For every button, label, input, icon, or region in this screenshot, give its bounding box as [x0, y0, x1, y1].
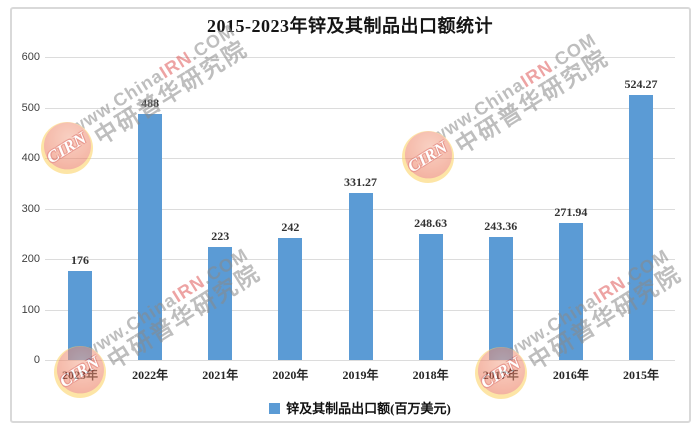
bar — [348, 192, 373, 360]
chart-title: 2015-2023年锌及其制品出口额统计 — [207, 16, 493, 36]
legend: 锌及其制品出口额(百万美元) — [45, 398, 675, 416]
bar-value-label: 248.63 — [414, 216, 448, 231]
x-axis-label: 2017年 — [482, 368, 519, 382]
y-axis-label: 300 — [21, 202, 40, 215]
bar — [418, 234, 443, 360]
y-axis-label: 100 — [21, 303, 40, 316]
bar — [278, 237, 303, 360]
x-axis-label: 2015年 — [622, 368, 659, 382]
bar-value-label: 242 — [281, 219, 300, 234]
bar — [629, 95, 653, 360]
x-axis-label: 2020年 — [272, 368, 309, 382]
bar — [488, 237, 513, 360]
y-axis-label: 600 — [21, 51, 40, 63]
x-axis-label: 2019年 — [342, 368, 379, 382]
y-axis-label: 500 — [21, 101, 40, 114]
gridline — [45, 107, 675, 109]
bar — [558, 222, 583, 360]
bar-value-label: 243.36 — [484, 219, 518, 234]
legend-swatch-icon — [269, 403, 281, 414]
x-axis-label: 2018年 — [412, 368, 449, 382]
bar-value-label: 524.27 — [624, 77, 658, 92]
x-axis-label: 2021年 — [202, 368, 239, 382]
bar — [208, 247, 233, 360]
gridline — [45, 360, 675, 361]
y-axis-label: 200 — [21, 253, 40, 265]
gridline — [45, 57, 675, 58]
bar-value-label: 271.94 — [554, 204, 588, 219]
bar-value-label: 176 — [71, 253, 89, 268]
x-axis-label: 2022年 — [132, 368, 169, 382]
gridline — [45, 158, 675, 159]
y-axis-label: 0 — [33, 354, 40, 366]
bar — [138, 113, 163, 360]
bar — [68, 271, 92, 360]
legend-label: 锌及其制品出口额(百万美元) — [286, 401, 451, 416]
bar-value-label: 223 — [211, 229, 230, 244]
bar-value-label: 488 — [141, 95, 160, 110]
bar-value-label: 331.27 — [344, 174, 377, 189]
x-axis-label: 2023年 — [61, 368, 98, 382]
y-axis-label: 400 — [21, 152, 40, 164]
x-axis-label: 2016年 — [552, 368, 589, 382]
